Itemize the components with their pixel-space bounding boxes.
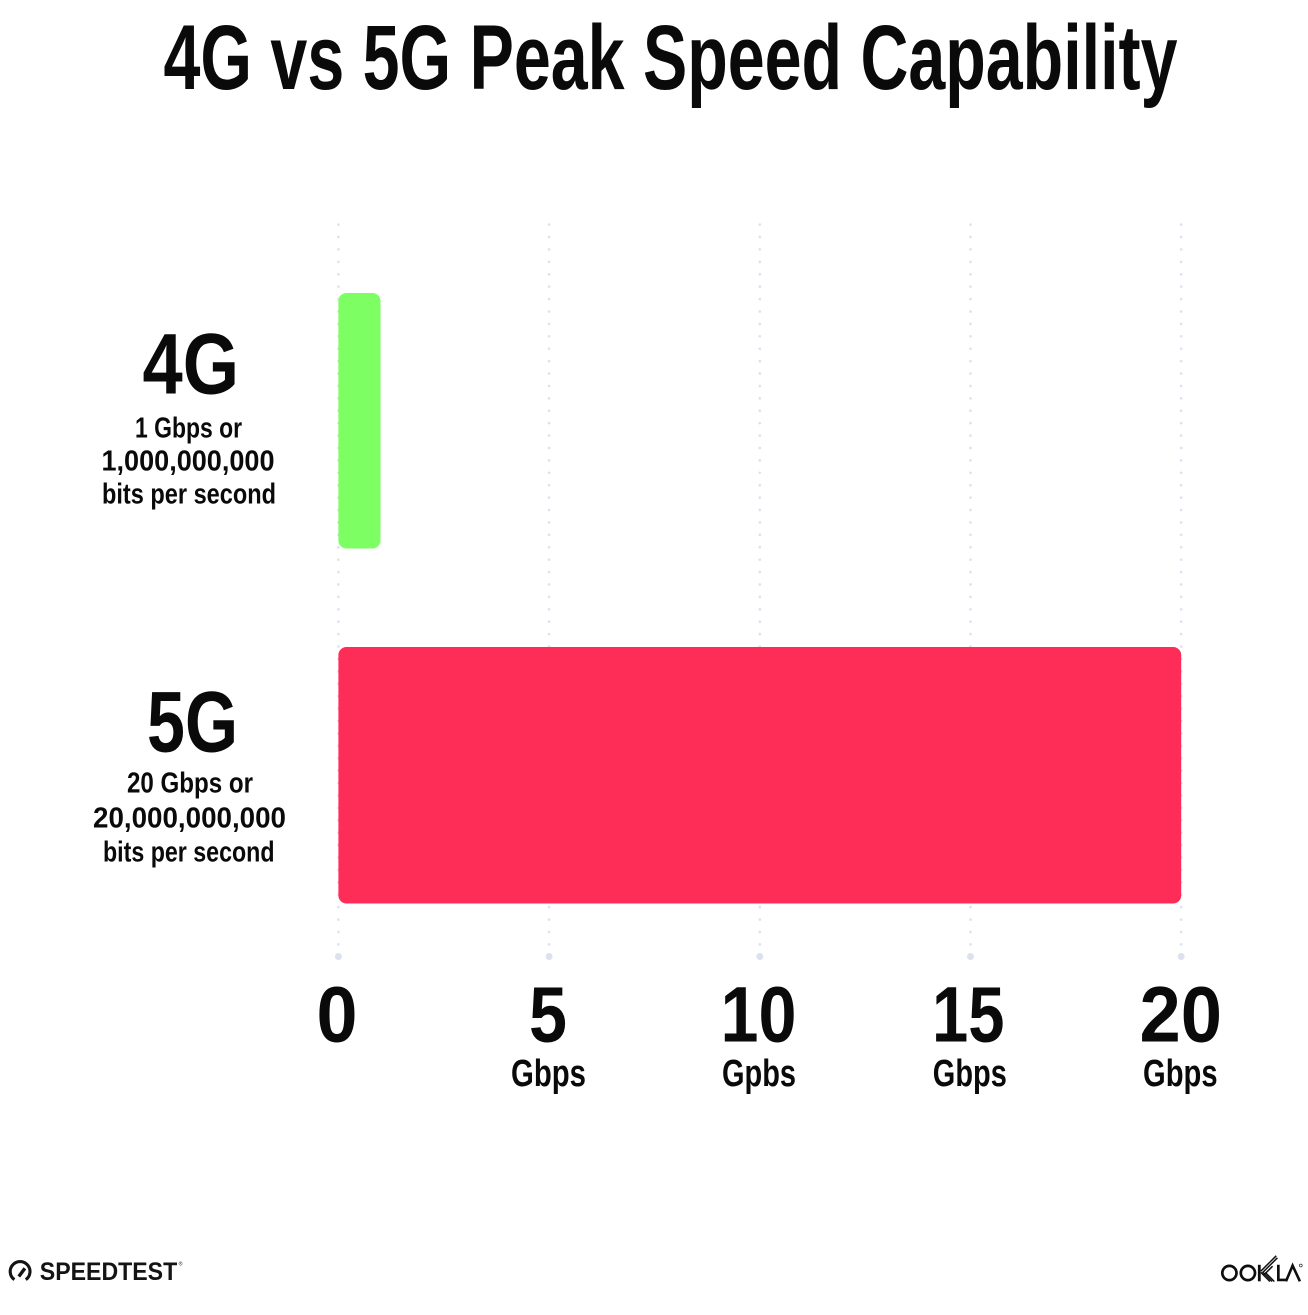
svg-text:Gbps: Gbps [511, 1053, 586, 1095]
svg-text:Gbps: Gbps [933, 1053, 1007, 1095]
svg-text:4G: 4G [143, 316, 240, 412]
svg-text:20,000,000,000: 20,000,000,000 [93, 803, 286, 835]
svg-text:20: 20 [1140, 971, 1223, 1059]
svg-text:15: 15 [932, 971, 1005, 1059]
svg-text:0: 0 [317, 971, 358, 1059]
svg-text:bits per second: bits per second [102, 479, 276, 511]
svg-text:1 Gbps or: 1 Gbps or [135, 413, 242, 445]
svg-text:Gpbs: Gpbs [722, 1053, 796, 1095]
svg-text:SPEEDTEST: SPEEDTEST [40, 1259, 177, 1286]
svg-text:Gbps: Gbps [1143, 1053, 1218, 1095]
svg-text:4G vs 5G Peak Speed Capability: 4G vs 5G Peak Speed Capability [164, 7, 1178, 109]
svg-text:5: 5 [529, 971, 567, 1059]
svg-text:bits per second: bits per second [103, 837, 275, 869]
svg-text:®: ® [179, 1261, 183, 1268]
svg-text:1,000,000,000: 1,000,000,000 [102, 446, 275, 478]
svg-text:20 Gbps or: 20 Gbps or [127, 768, 253, 800]
svg-text:10: 10 [721, 971, 797, 1059]
svg-text:5G: 5G [147, 675, 238, 771]
